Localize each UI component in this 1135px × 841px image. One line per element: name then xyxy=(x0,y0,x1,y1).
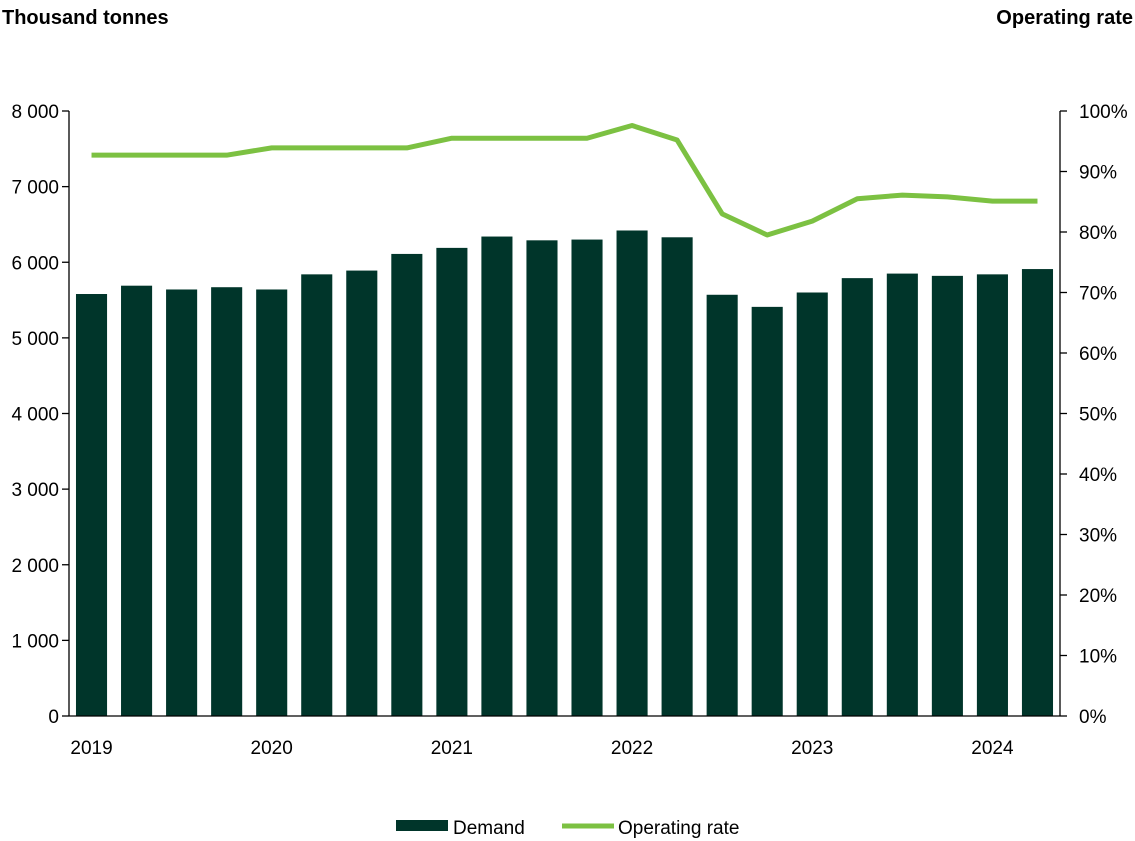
left-y-tick-label: 7 000 xyxy=(11,178,59,199)
legend: Demand Operating rate xyxy=(396,818,739,839)
right-y-tick-label: 80% xyxy=(1079,223,1117,244)
demand-bar xyxy=(796,292,828,716)
left-y-tick-label: 0 xyxy=(48,707,59,728)
right-y-tick-label: 10% xyxy=(1079,647,1117,668)
demand-bar xyxy=(706,294,738,716)
demand-bar xyxy=(256,289,288,716)
left-y-tick-label: 1 000 xyxy=(11,631,59,652)
x-tick-label: 2022 xyxy=(611,738,653,759)
x-tick-label: 2019 xyxy=(70,738,112,759)
x-tick-label: 2020 xyxy=(251,738,293,759)
demand-bar xyxy=(571,239,603,716)
operating-rate-line xyxy=(91,123,1038,238)
legend-demand-swatch xyxy=(396,820,448,831)
right-y-tick-label: 0% xyxy=(1079,707,1107,728)
operating-rate-line-group xyxy=(91,123,1038,238)
right-y-tick-label: 50% xyxy=(1079,405,1117,426)
legend-operating-rate-label: Operating rate xyxy=(618,818,739,839)
demand-bar xyxy=(211,287,243,716)
demand-bar xyxy=(301,274,333,716)
demand-bar xyxy=(931,275,963,716)
demand-bar xyxy=(616,230,648,717)
right-y-tick-label: 20% xyxy=(1079,586,1117,607)
left-y-tick-label: 4 000 xyxy=(11,405,59,426)
demand-bar xyxy=(841,278,873,716)
right-y-tick-label: 30% xyxy=(1079,526,1117,547)
demand-bar xyxy=(75,294,108,716)
right-y-tick-label: 100% xyxy=(1079,102,1128,123)
right-y-tick-label: 60% xyxy=(1079,344,1117,365)
demand-bar xyxy=(346,270,378,716)
right-y-tick-label: 90% xyxy=(1079,163,1117,184)
demand-bar xyxy=(526,240,558,716)
demand-bar xyxy=(436,247,468,716)
x-tick-label: 2024 xyxy=(971,738,1014,759)
left-y-tick-label: 3 000 xyxy=(11,480,59,501)
demand-bar xyxy=(391,253,423,716)
right-axis-unit-label: Operating rate xyxy=(996,7,1133,29)
demand-bar xyxy=(1021,269,1054,716)
right-y-tick-label: 70% xyxy=(1079,284,1117,305)
demand-bar xyxy=(661,237,693,717)
left-axis-unit-label: Thousand tonnes xyxy=(2,7,169,29)
x-ticks: 2019 2020 2021 2022 2023 2024 xyxy=(70,738,1014,759)
right-y-ticks: 0% 10% 20% 30% 40% 50% 60% 70% 80% 90% 100% xyxy=(1060,102,1128,728)
demand-bar xyxy=(481,236,513,717)
demand-bar xyxy=(166,289,198,716)
bars-group xyxy=(75,230,1054,717)
right-y-tick-label: 40% xyxy=(1079,465,1117,486)
left-y-tick-label: 5 000 xyxy=(11,329,59,350)
left-y-tick-label: 6 000 xyxy=(11,253,59,274)
left-y-tick-label: 2 000 xyxy=(11,556,59,577)
x-tick-label: 2023 xyxy=(791,738,833,759)
left-y-ticks: 0 1 000 2 000 3 000 4 000 5 000 6 000 7 000 8 00… xyxy=(11,102,69,728)
x-tick-label: 2021 xyxy=(431,738,473,759)
left-y-tick-label: 8 000 xyxy=(11,102,59,123)
legend-demand-label: Demand xyxy=(453,818,525,839)
demand-bar xyxy=(751,306,783,716)
demand-bar xyxy=(976,274,1008,716)
demand-bar xyxy=(121,285,153,716)
demand-bar xyxy=(886,273,918,716)
